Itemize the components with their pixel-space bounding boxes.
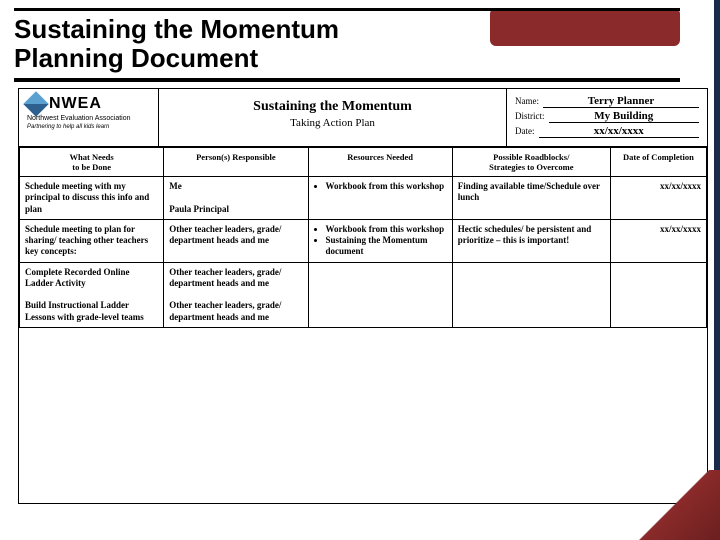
cell-date: xx/xx/xxxx [610, 219, 706, 262]
doc-header: NWEA Northwest Evaluation Association Pa… [19, 89, 707, 147]
logo-box: NWEA Northwest Evaluation Association Pa… [19, 89, 159, 146]
table-row: Complete Recorded Online Ladder Activity… [20, 262, 707, 327]
table-header-row: What Needsto be Done Person(s) Responsib… [20, 148, 707, 177]
name-label: Name: [515, 96, 539, 106]
date-value: xx/xx/xxxx [539, 125, 700, 138]
slide: Sustaining the Momentum Planning Documen… [0, 0, 720, 540]
logo-tag: Partnering to help all kids learn [27, 124, 150, 130]
cell-persons: Other teacher leaders, grade/ department… [164, 219, 308, 262]
cell-roadblocks [452, 262, 610, 327]
doc-title-line1: Sustaining the Momentum [163, 99, 502, 115]
table-row: Schedule meeting with my principal to di… [20, 177, 707, 220]
nwea-logo-icon [23, 91, 48, 116]
cell-persons: Other teacher leaders, grade/ department… [164, 262, 308, 327]
table-row: Schedule meeting to plan for sharing/ te… [20, 219, 707, 262]
meta-district-row: District: My Building [515, 110, 699, 123]
name-value: Terry Planner [543, 95, 699, 108]
th-task: What Needsto be Done [20, 148, 164, 177]
cell-persons: MePaula Principal [164, 177, 308, 220]
side-accent [714, 0, 720, 540]
cell-date: xx/xx/xxxx [610, 177, 706, 220]
date-label: Date: [515, 126, 535, 136]
planning-document: NWEA Northwest Evaluation Association Pa… [18, 88, 708, 504]
doc-title: Sustaining the Momentum Taking Action Pl… [159, 89, 507, 146]
meta-date-row: Date: xx/xx/xxxx [515, 125, 699, 138]
th-roadblocks: Possible Roadblocks/Strategies to Overco… [452, 148, 610, 177]
district-value: My Building [549, 110, 700, 123]
title-bar: Sustaining the Momentum Planning Documen… [14, 8, 680, 82]
plan-table: What Needsto be Done Person(s) Responsib… [19, 147, 707, 328]
th-date: Date of Completion [610, 148, 706, 177]
plan-table-body: Schedule meeting with my principal to di… [20, 177, 707, 328]
slide-title: Sustaining the Momentum Planning Documen… [14, 15, 680, 72]
cell-resources: Workbook from this workshopSustaining th… [308, 219, 452, 262]
district-label: District: [515, 111, 545, 121]
meta-name-row: Name: Terry Planner [515, 95, 699, 108]
cell-task: Schedule meeting to plan for sharing/ te… [20, 219, 164, 262]
logo-text: NWEA [49, 95, 102, 112]
th-resources: Resources Needed [308, 148, 452, 177]
cell-resources: Workbook from this workshop [308, 177, 452, 220]
cell-task: Schedule meeting with my principal to di… [20, 177, 164, 220]
cell-resources [308, 262, 452, 327]
cell-roadblocks: Hectic schedules/ be persistent and prio… [452, 219, 610, 262]
doc-title-line2: Taking Action Plan [163, 117, 502, 129]
cell-task: Complete Recorded Online Ladder Activity… [20, 262, 164, 327]
th-persons: Person(s) Responsible [164, 148, 308, 177]
cell-date [610, 262, 706, 327]
meta-box: Name: Terry Planner District: My Buildin… [507, 89, 707, 146]
logo-sub: Northwest Evaluation Association [27, 115, 150, 122]
corner-accent [630, 470, 720, 540]
title-line1: Sustaining the Momentum [14, 14, 339, 44]
cell-roadblocks: Finding available time/Schedule over lun… [452, 177, 610, 220]
title-line2: Planning Document [14, 43, 258, 73]
